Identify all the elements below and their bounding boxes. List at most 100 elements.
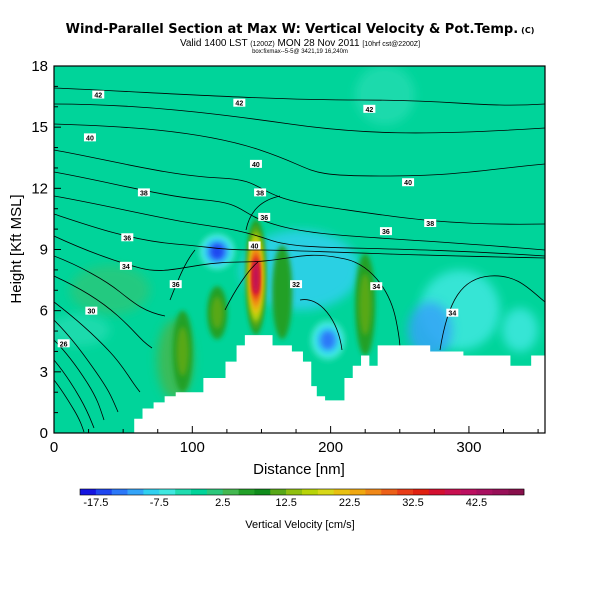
- colorbar-bin-2: [111, 489, 128, 495]
- colorbar-bin-25: [476, 489, 493, 495]
- contour-label-17: 36: [169, 280, 182, 289]
- svg-text:34: 34: [448, 311, 456, 318]
- updraft-cell-1: [207, 286, 228, 340]
- contour-label-2: 42: [363, 104, 376, 114]
- colorbar-tick-label-5: 32.5: [402, 497, 423, 509]
- svg-text:38: 38: [256, 190, 264, 197]
- svg-text:36: 36: [123, 235, 131, 242]
- contour-label-12: 34: [119, 261, 132, 271]
- updraft-cell-3: [355, 253, 376, 356]
- colorbar-bin-0: [80, 489, 97, 495]
- colorbar-tick-label-1: -7.5: [150, 497, 169, 509]
- contour-label-18: 26: [57, 339, 70, 348]
- terrain-mask: [54, 335, 545, 433]
- colorbar-bin-22: [428, 489, 446, 495]
- colorbar-bin-15: [317, 489, 335, 495]
- svg-text:40: 40: [86, 135, 94, 142]
- svg-text:42: 42: [94, 93, 102, 100]
- isentrope-19: [169, 249, 196, 301]
- colorbar-tick-label-4: 22.5: [339, 497, 360, 509]
- x-tick-label-1: 100: [180, 439, 205, 456]
- y-tick-label-1: 3: [40, 364, 48, 381]
- colorbar-frame: [79, 488, 525, 496]
- x-tick-label-2: 200: [318, 439, 343, 456]
- svg-text:36: 36: [382, 229, 390, 236]
- colorbar-bin-12: [270, 489, 287, 495]
- y-axis-label: Height [Kft MSL]: [8, 194, 25, 303]
- colorbar-bin-17: [349, 489, 366, 495]
- contour-label-9: 36: [121, 233, 134, 242]
- svg-text:32: 32: [292, 282, 300, 289]
- svg-text:34: 34: [122, 264, 130, 271]
- downdraft-cell-0: [195, 229, 240, 274]
- contour-label-19: 40: [248, 241, 261, 250]
- downdraft-cell-2: [239, 106, 284, 158]
- isentrope-8: [54, 255, 166, 317]
- isentrope-18: [224, 261, 259, 311]
- contour-label-1: 42: [233, 98, 246, 108]
- contour-label-8: 38: [424, 218, 437, 228]
- colorbar-bin-3: [127, 489, 144, 495]
- isentrope-7: [54, 235, 341, 271]
- colorbar-bin-19: [381, 489, 398, 495]
- contour-label-10: 36: [258, 212, 271, 222]
- isentrope-2: [54, 123, 545, 177]
- colorbar-bin-8: [206, 489, 224, 495]
- svg-text:40: 40: [251, 243, 259, 250]
- contour-label-3: 40: [83, 133, 96, 142]
- contour-label-16: 32: [290, 280, 303, 289]
- svg-text:40: 40: [404, 180, 412, 187]
- contour-label-13: 34: [370, 282, 383, 291]
- colorbar-bin-4: [143, 489, 160, 495]
- svg-text:42: 42: [235, 101, 243, 108]
- isentrope-10: [54, 301, 141, 393]
- y-tick-label-3: 9: [40, 242, 48, 259]
- colorbar-tick-label-2: 2.5: [215, 497, 230, 509]
- colorbar-bin-6: [175, 489, 192, 495]
- svg-text:38: 38: [426, 221, 434, 228]
- contour-label-15: 30: [85, 306, 98, 316]
- colorbar-bin-13: [286, 489, 303, 495]
- contour-label-6: 38: [137, 188, 150, 197]
- colorbar-bin-18: [365, 489, 382, 495]
- contour-label-7: 38: [254, 188, 267, 197]
- colorbar-bin-27: [508, 489, 525, 495]
- svg-text:40: 40: [252, 162, 260, 169]
- isentrope-6: [54, 213, 545, 259]
- isentrope-9: [54, 275, 153, 349]
- svg-text:34: 34: [372, 284, 380, 291]
- colorbar-bin-5: [159, 489, 176, 495]
- colorbar-tick-label-3: 12.5: [275, 497, 296, 509]
- colorbar-bin-1: [95, 489, 113, 495]
- colorbar-bin-11: [254, 489, 271, 495]
- contour-label-4: 40: [249, 159, 262, 169]
- colorbar-bin-21: [413, 489, 430, 495]
- east-edge-anomaly: [502, 308, 538, 352]
- x-tick-label-3: 300: [456, 439, 481, 456]
- isentrope-20: [245, 195, 281, 231]
- chart-subtitle: Valid 1400 LST (1200Z) MON 28 Nov 2011 […: [179, 38, 421, 49]
- upper-anomaly: [355, 66, 415, 125]
- x-axis-label: Distance [nm]: [253, 461, 345, 478]
- y-tick-label-4: 12: [31, 180, 48, 197]
- svg-text:26: 26: [60, 341, 68, 348]
- colorbar-bin-10: [238, 489, 255, 495]
- colorbar-bin-9: [222, 489, 239, 495]
- svg-text:36: 36: [260, 215, 268, 222]
- svg-text:30: 30: [87, 309, 95, 316]
- contour-label-0: 42: [92, 90, 105, 100]
- contour-label-11: 36: [379, 227, 392, 236]
- isentrope-1: [54, 103, 545, 134]
- colorbar-bin-24: [460, 489, 477, 495]
- colorbar-bin-23: [444, 489, 461, 495]
- colorbar-bin-26: [492, 489, 509, 495]
- svg-text:42: 42: [365, 107, 373, 114]
- colorbar-bin-14: [302, 489, 319, 495]
- chart-title: Wind-Parallel Section at Max W: Vertical…: [65, 22, 535, 37]
- isentrope-14: [54, 379, 85, 433]
- contour-label-14: 34: [446, 308, 459, 318]
- colorbar-tick-label-6: 42.5: [466, 497, 487, 509]
- isentrope-11: [54, 319, 119, 413]
- colorbar-label: Vertical Velocity [cm/s]: [245, 519, 354, 531]
